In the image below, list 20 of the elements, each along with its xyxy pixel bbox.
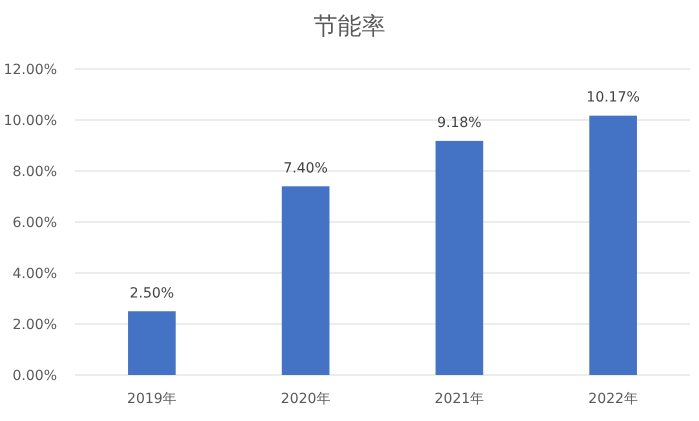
- y-tick-label: 2.00%: [12, 317, 57, 333]
- bar: [436, 140, 484, 375]
- y-tick-label: 0.00%: [12, 368, 57, 384]
- y-tick-label: 12.00%: [4, 62, 57, 78]
- x-tick-label: 2020年: [280, 391, 330, 407]
- chart-title: 节能率: [314, 12, 386, 40]
- bar: [282, 186, 330, 375]
- data-label: 10.17%: [586, 90, 640, 106]
- x-tick-label: 2021年: [434, 391, 484, 407]
- x-tick-label: 2019年: [127, 391, 177, 407]
- data-label: 7.40%: [283, 160, 328, 176]
- bar: [589, 116, 637, 375]
- y-tick-label: 10.00%: [4, 113, 57, 129]
- data-label: 2.50%: [130, 285, 174, 302]
- y-tick-label: 4.00%: [12, 266, 57, 282]
- y-tick-label: 6.00%: [12, 215, 57, 231]
- bar: [128, 311, 176, 375]
- y-tick-label: 8.00%: [12, 164, 57, 180]
- x-tick-label: 2022年: [588, 391, 638, 407]
- data-label: 9.18%: [437, 114, 482, 131]
